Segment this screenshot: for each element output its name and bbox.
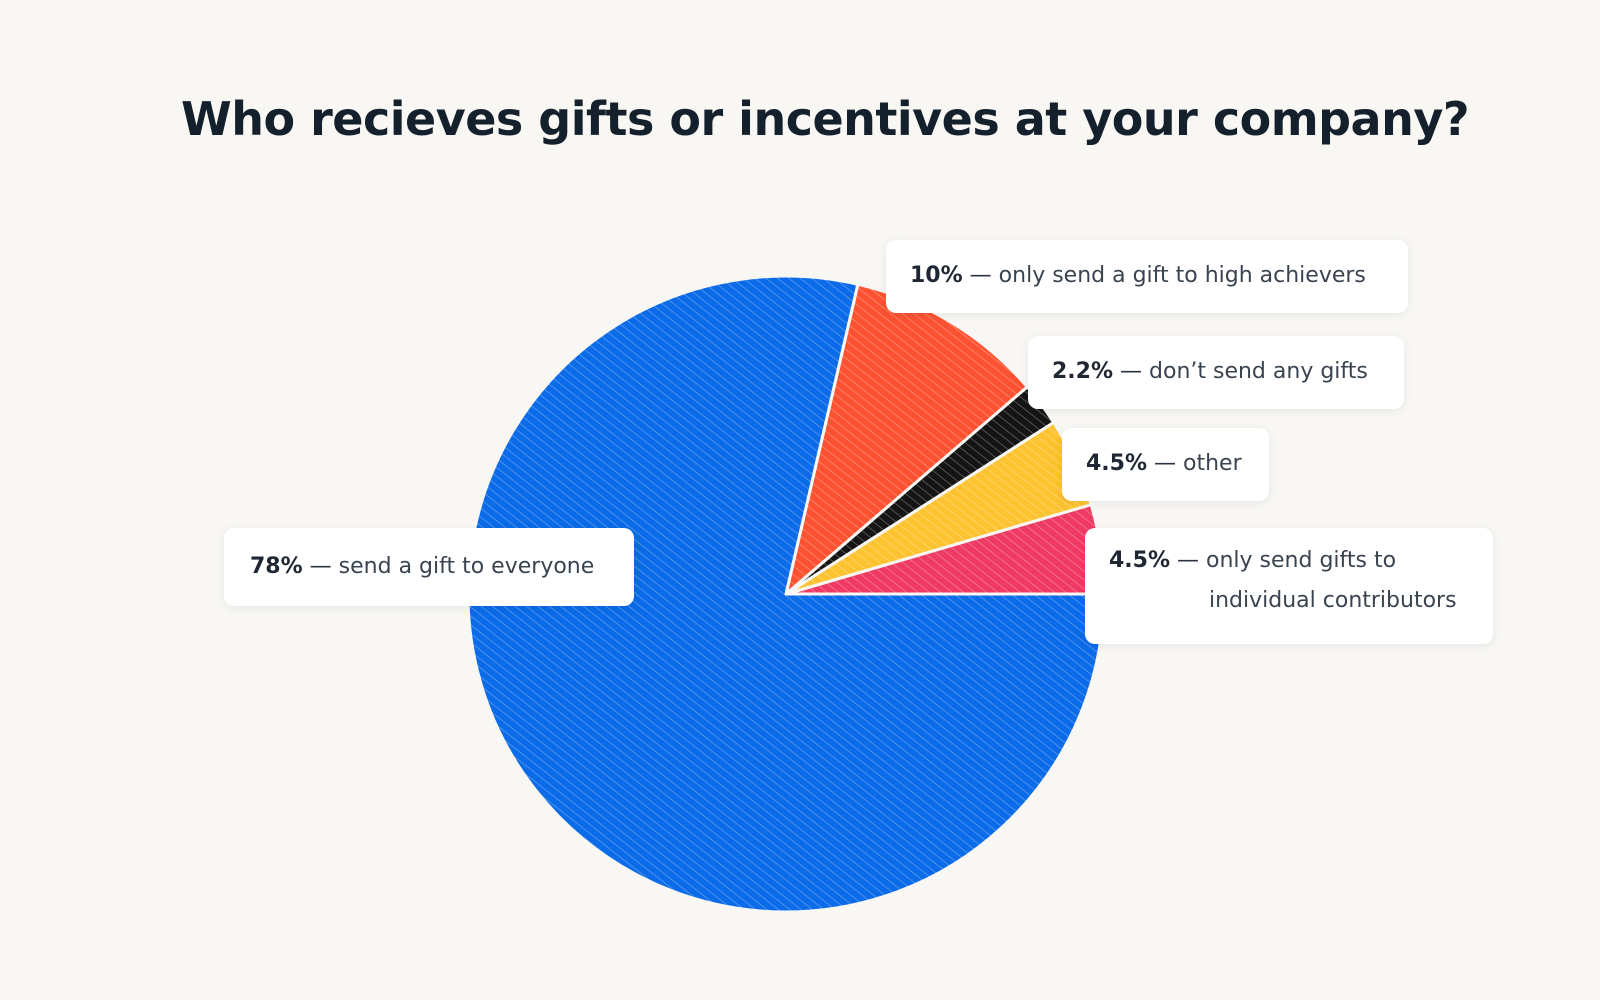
desc-high-achievers: only send a gift to high achievers bbox=[998, 263, 1366, 288]
separator: — bbox=[309, 554, 332, 579]
separator: — bbox=[1120, 359, 1143, 384]
pie-slice-texture-high-achievers bbox=[786, 284, 1028, 594]
pie-slice-texture-individual-contributors bbox=[786, 504, 1104, 594]
desc-individual-contributors-line2: individual contributors bbox=[1209, 588, 1457, 613]
value-no-gifts: 2.2% bbox=[1052, 359, 1114, 384]
label-no-gifts: 2.2% — don’t send any gifts bbox=[1028, 336, 1404, 409]
separator: — bbox=[1177, 548, 1200, 573]
value-other: 4.5% bbox=[1086, 451, 1148, 476]
value-individual-contributors: 4.5% bbox=[1109, 548, 1171, 573]
desc-individual-contributors-line1: only send gifts to bbox=[1206, 548, 1397, 573]
label-everyone: 78% — send a gift to everyone bbox=[224, 528, 634, 606]
value-everyone: 78% bbox=[250, 554, 303, 579]
desc-no-gifts: don’t send any gifts bbox=[1149, 359, 1368, 384]
chart-title: Who recieves gifts or incentives at your… bbox=[180, 92, 1470, 146]
separator: — bbox=[969, 263, 992, 288]
pie-slice-texture-other bbox=[786, 422, 1092, 594]
pie-slice-texture-everyone bbox=[467, 275, 1104, 912]
value-high-achievers: 10% bbox=[910, 263, 963, 288]
label-high-achievers: 10% — only send a gift to high achievers bbox=[886, 240, 1408, 313]
desc-everyone: send a gift to everyone bbox=[338, 554, 595, 579]
desc-other: other bbox=[1183, 451, 1242, 476]
label-individual-contributors: 4.5% — only send gifts to individual con… bbox=[1085, 528, 1493, 644]
label-other: 4.5% — other bbox=[1062, 428, 1269, 501]
pie-slice-texture-no-gifts bbox=[786, 386, 1054, 594]
separator: — bbox=[1154, 451, 1177, 476]
